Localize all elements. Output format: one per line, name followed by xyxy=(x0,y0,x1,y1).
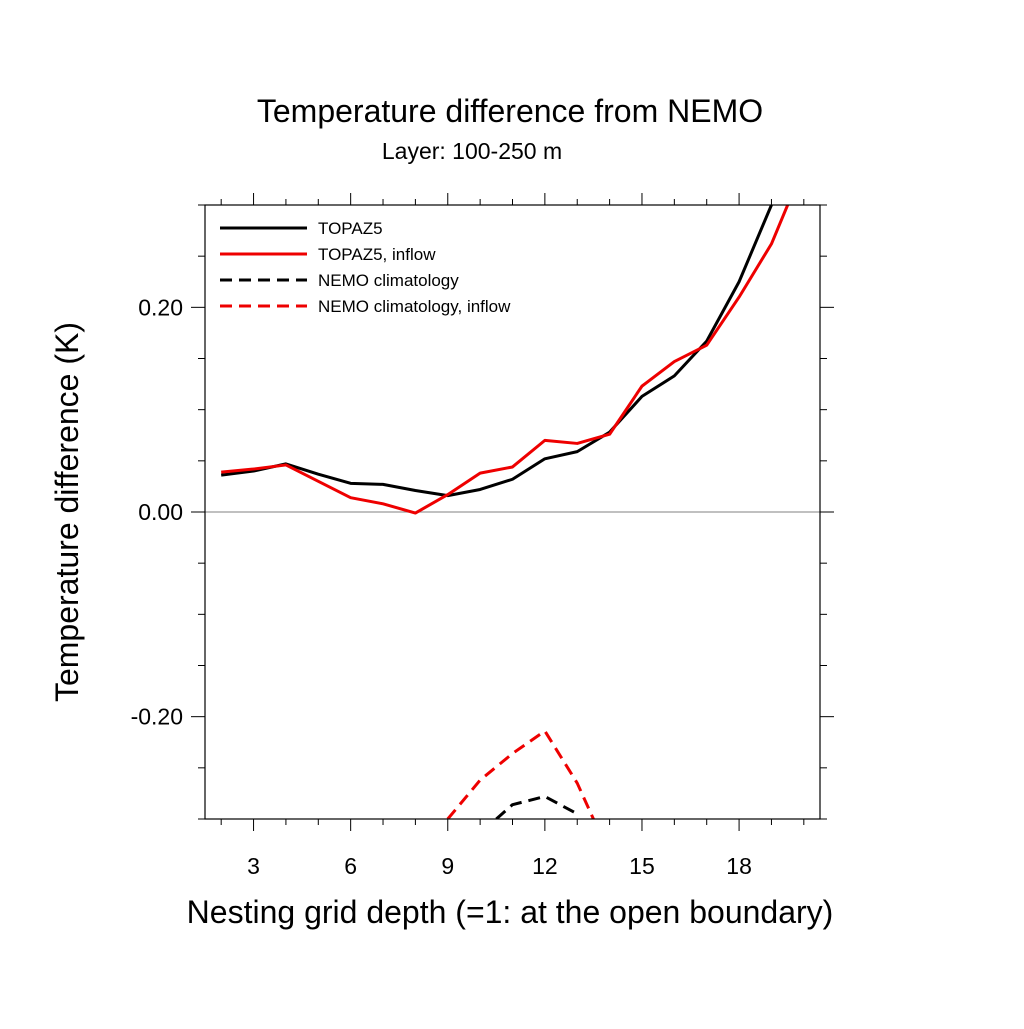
x-tick-label: 6 xyxy=(344,853,357,879)
x-tick-label: 15 xyxy=(629,853,655,879)
series-group xyxy=(220,205,790,819)
y-axis-label: Temperature difference (K) xyxy=(49,322,85,702)
x-tick-label: 3 xyxy=(247,853,260,879)
series-line-3 xyxy=(495,794,578,819)
chart-title: Temperature difference from NEMO xyxy=(257,93,763,129)
legend-label: TOPAZ5, inflow xyxy=(318,245,436,264)
chart-subtitle: Layer: 100-250 m xyxy=(382,138,562,164)
y-tick-label: -0.20 xyxy=(131,704,183,730)
legend-label: NEMO climatology, inflow xyxy=(318,297,511,316)
x-tick-label: 12 xyxy=(532,853,558,879)
y-tick-label: 0.20 xyxy=(138,294,183,320)
x-tick-label: 9 xyxy=(441,853,454,879)
x-tick-label: 18 xyxy=(726,853,752,879)
legend-label: NEMO climatology xyxy=(318,271,459,290)
x-axis-label: Nesting grid depth (=1: at the open boun… xyxy=(187,894,834,930)
series-line-4 xyxy=(446,729,595,819)
series-line-1 xyxy=(220,205,773,498)
legend: TOPAZ5 TOPAZ5, inflow NEMO climatology NEMO… xyxy=(220,219,511,316)
y-tick-label: 0.00 xyxy=(138,499,183,525)
plot-area: 3 6 9 12 15 18 -0.20 0.00 0.20 TOPAZ5 TOPAZ5, infl… xyxy=(131,193,834,879)
series-line-2 xyxy=(221,205,790,515)
legend-label: TOPAZ5 xyxy=(318,219,383,238)
